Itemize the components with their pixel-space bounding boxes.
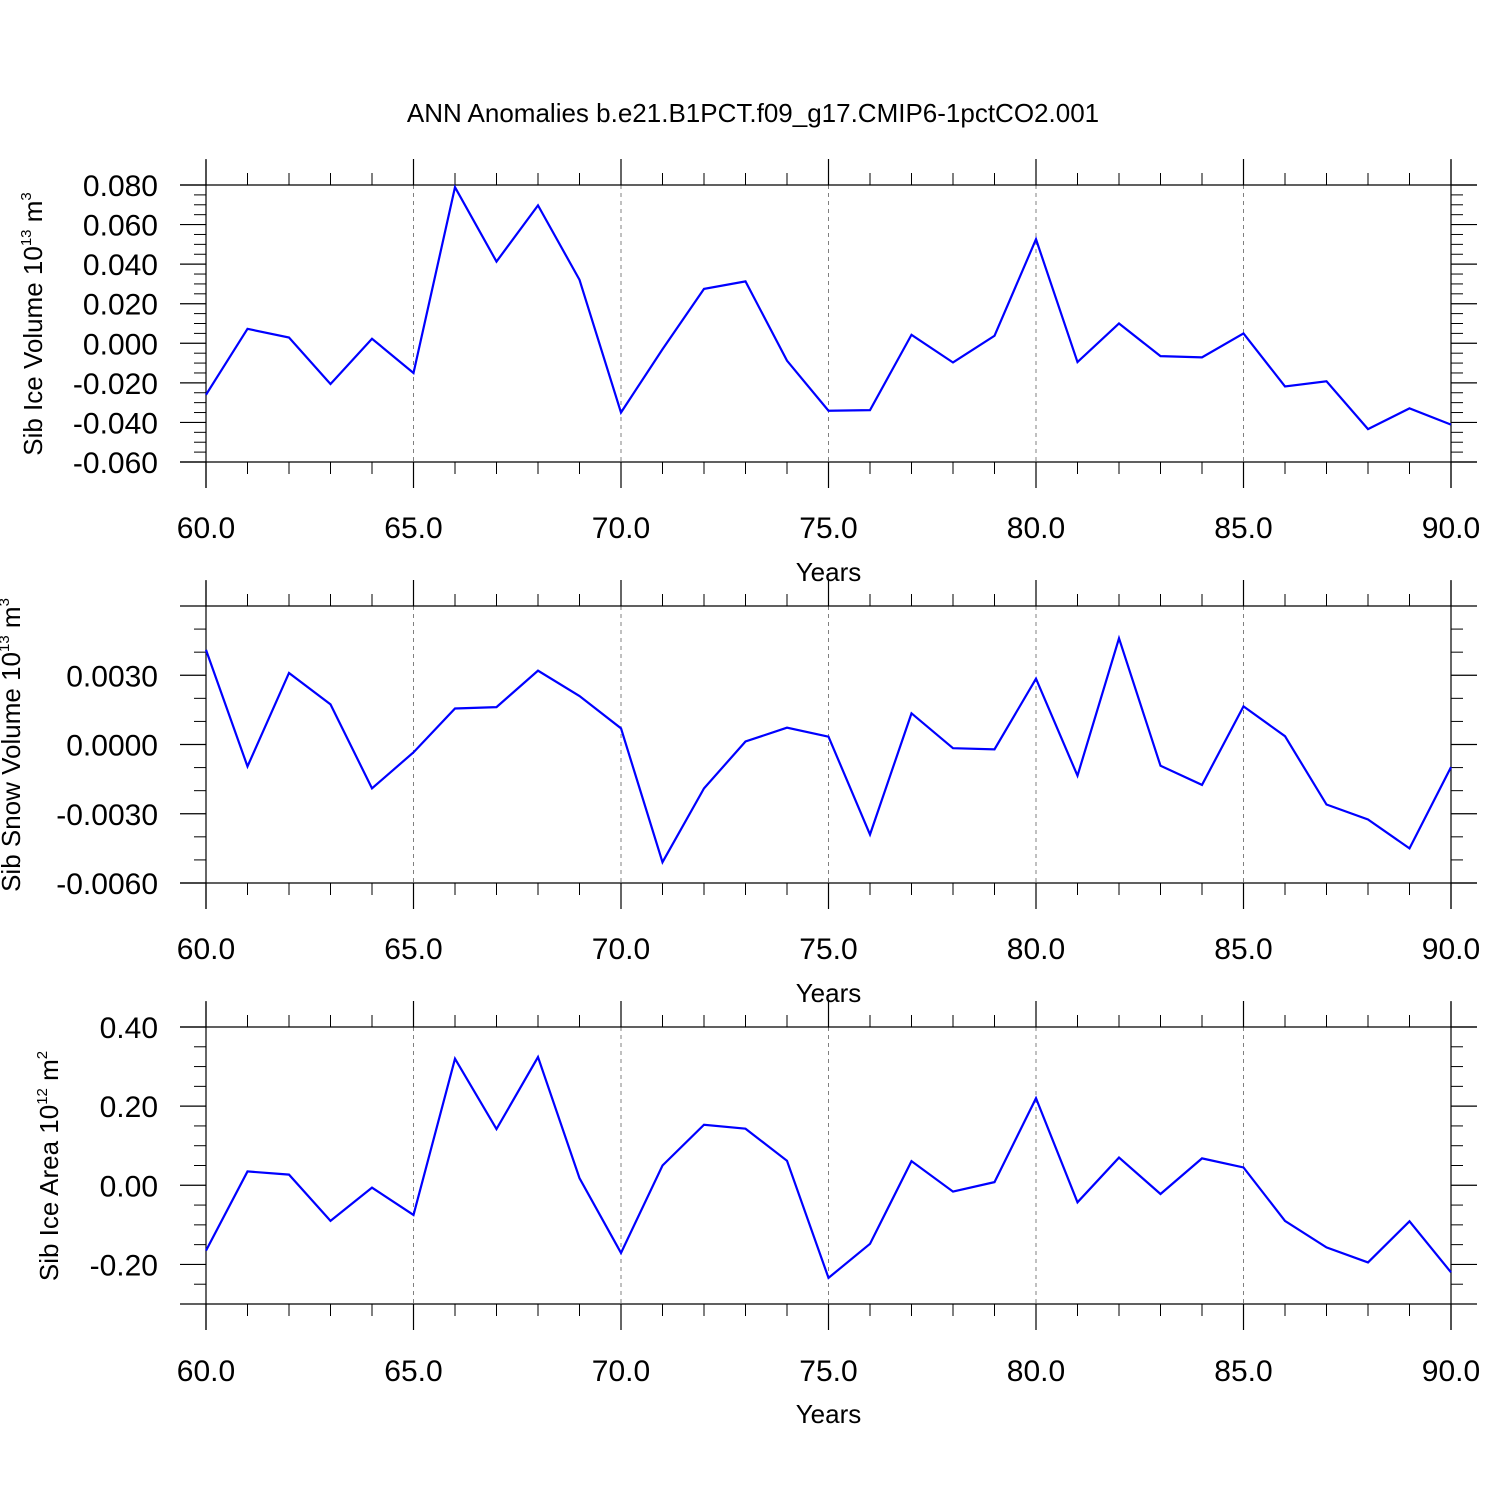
x-tick-label: 80.0 [1007, 933, 1065, 966]
x-tick-label: 80.0 [1007, 1355, 1065, 1388]
x-tick-label: 60.0 [177, 512, 235, 545]
x-tick-label: 75.0 [799, 512, 857, 545]
y-axis-label: Sib Ice Area 1012 m2 [34, 1051, 64, 1281]
figure-title: ANN Anomalies b.e21.B1PCT.f09_g17.CMIP6-… [407, 98, 1099, 128]
y-tick-label: -0.060 [73, 447, 158, 480]
y-tick-label: -0.020 [73, 368, 158, 401]
x-tick-label: 60.0 [177, 933, 235, 966]
y-axis-label: Sib Snow Volume 1013 m3 [0, 598, 26, 892]
series-line [204, 634, 1452, 865]
y-tick-label: -0.040 [73, 407, 158, 440]
x-tick-label: 65.0 [384, 1355, 442, 1388]
y-tick-label: 0.00 [100, 1170, 158, 1203]
y-tick-label: 0.40 [100, 1012, 158, 1045]
y-axis-label-superscript: 13 [18, 229, 35, 246]
x-tick-label: 65.0 [384, 933, 442, 966]
y-axis-label-part: m [0, 606, 26, 635]
x-tick-label: 80.0 [1007, 512, 1065, 545]
y-axis-label-superscript: 3 [18, 192, 35, 200]
x-tick-label: 90.0 [1422, 1355, 1480, 1388]
x-tick-label: 70.0 [592, 1355, 650, 1388]
chart-panel-2: 60.0 65.0 70.0 75.0 80.0 85.0 90.0 -0.0060 -0.00… [0, 580, 1480, 1008]
x-tick-label: 75.0 [799, 933, 857, 966]
y-tick-label: -0.0060 [56, 868, 158, 901]
y-axis-label-part: Sib Snow Volume 10 [0, 652, 26, 892]
y-axis-label-part: Sib Ice Volume 10 [18, 246, 48, 456]
series-line [205, 1054, 1452, 1280]
y-tick-label: 0.0000 [66, 730, 158, 763]
x-tick-label: 60.0 [177, 1355, 235, 1388]
y-axis-label-superscript: 12 [34, 1088, 51, 1105]
chart-panels: 60.0 65.0 70.0 75.0 80.0 85.0 90.0 -0.060 -0.040… [0, 159, 1480, 1429]
x-tick-label: 75.0 [799, 1355, 857, 1388]
y-tick-label: -0.0030 [56, 799, 158, 832]
y-axis-label: Sib Ice Volume 1013 m3 [18, 192, 48, 456]
y-axis-label-superscript: 13 [0, 635, 13, 652]
y-axis-label-superscript: 2 [34, 1051, 51, 1059]
y-axis-label-part: Sib Ice Area 10 [34, 1105, 64, 1281]
series-line [205, 184, 1452, 431]
y-tick-label: 0.020 [83, 289, 158, 322]
x-tick-label: 90.0 [1422, 512, 1480, 545]
y-tick-label: 0.0030 [66, 660, 158, 693]
y-tick-label: 0.20 [100, 1091, 158, 1124]
x-axis-label: Years [796, 1399, 862, 1429]
y-axis-label-part: m [34, 1059, 64, 1088]
chart-panel-1: 60.0 65.0 70.0 75.0 80.0 85.0 90.0 -0.060 -0.040… [18, 159, 1480, 587]
y-tick-label: -0.20 [90, 1249, 158, 1282]
y-tick-label: 0.000 [83, 328, 158, 361]
x-tick-label: 70.0 [592, 512, 650, 545]
x-tick-label: 85.0 [1214, 1355, 1272, 1388]
y-tick-label: 0.060 [83, 210, 158, 243]
y-axis-label-part: m [18, 201, 48, 230]
x-tick-label: 65.0 [384, 512, 442, 545]
y-axis-label-superscript: 3 [0, 598, 13, 606]
x-tick-label: 85.0 [1214, 512, 1272, 545]
y-tick-label: 0.080 [83, 170, 158, 203]
chart-panel-3: 60.0 65.0 70.0 75.0 80.0 85.0 90.0 -0.20 0.00 0.2… [34, 1001, 1480, 1429]
x-tick-label: 90.0 [1422, 933, 1480, 966]
x-tick-label: 85.0 [1214, 933, 1272, 966]
x-tick-label: 70.0 [592, 933, 650, 966]
y-tick-label: 0.040 [83, 249, 158, 282]
